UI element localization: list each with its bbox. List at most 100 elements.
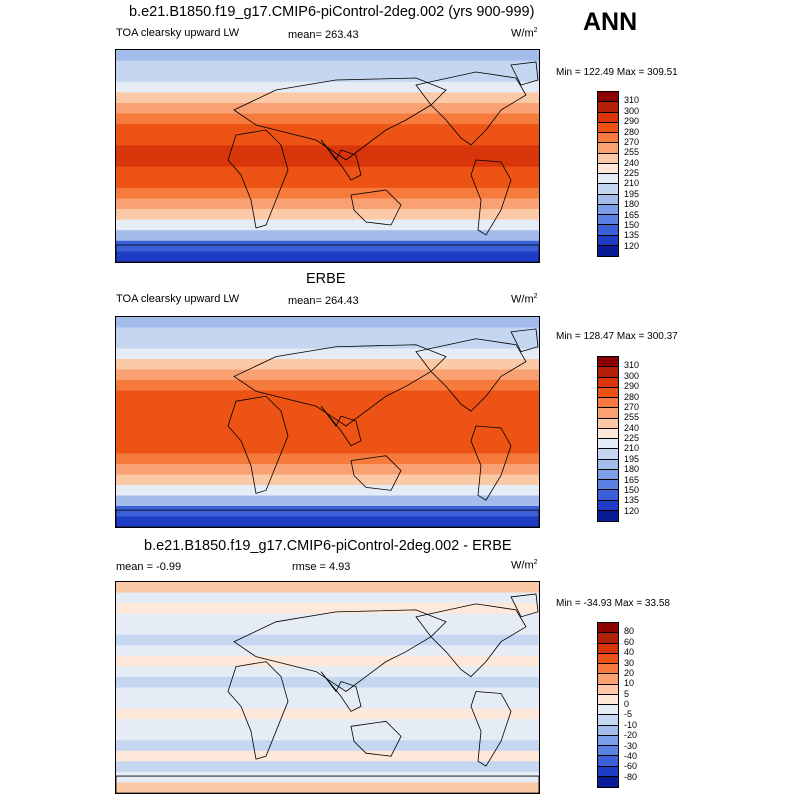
latitude-band [116,103,539,115]
latitude-band [116,495,539,507]
latitude-band [116,251,539,262]
colorbar-tick-label: 20 [624,667,635,678]
colorbar-tick-label: 120 [624,505,640,516]
colorbar-swatch [598,449,618,460]
colorbar-swatch [598,664,618,675]
coastline [415,603,527,678]
coastline [510,61,539,86]
colorbar-swatch [598,510,618,521]
colorbar-swatch [598,500,618,511]
colorbar-tick-label: 135 [624,230,640,241]
latitude-band [116,209,539,221]
colorbar-swatch [598,174,618,185]
colorbar-swatch [598,653,618,664]
colorbar-swatch [598,377,618,388]
coastline [227,661,289,760]
colorbar-tick-label: 80 [624,626,635,637]
latitude-band [116,464,539,476]
colorbar-tick-label: 240 [624,422,640,433]
panel-model-mean: mean= 263.43 [288,29,359,41]
latitude-band [116,240,539,252]
latitude-band [116,317,539,329]
latitude-band [116,177,539,189]
latitude-band [116,750,539,762]
colorbar-swatch [598,122,618,133]
colorbar-tick-label: 195 [624,453,640,464]
latitude-band [116,198,539,210]
coastline [470,159,512,236]
colorbar-tick-label: 290 [624,381,640,392]
colorbar-tick-label: 290 [624,116,640,127]
coastline [116,775,539,793]
coastline [470,425,512,501]
colorbar-swatch [598,643,618,654]
latitude-band [116,613,539,625]
coastline [320,671,362,712]
colorbar-swatch [598,367,618,378]
latitude-band [116,219,539,231]
latitude-band [116,592,539,604]
latitude-band [116,603,539,615]
coastline [350,189,402,226]
colorbar-swatch [598,746,618,757]
coastline [415,71,527,146]
colorbar-tick-label: 60 [624,636,635,647]
coastline [415,338,527,412]
latitude-band [116,485,539,497]
colorbar-tick-label: -10 [624,719,638,730]
colorbar-tick-label: 40 [624,647,635,658]
panel-diff-rmse: rmse = 4.93 [292,561,351,573]
panel-obs-variable: TOA clearsky upward LW [116,293,240,305]
colorbar-tick-label: 150 [624,484,640,495]
colorbar-tick-label: 120 [624,240,640,251]
latitude-band [116,390,539,402]
colorbar-swatch [598,439,618,450]
latitude-band [116,761,539,773]
colorbar-swatch [598,235,618,246]
colorbar-swatch [598,215,618,226]
panel-diff-map [115,581,540,794]
panel-model-map-svg [116,50,539,262]
colorbar-swatch [598,694,618,705]
colorbar-swatch [598,715,618,726]
latitude-band [116,156,539,168]
latitude-band [116,380,539,392]
colorbar-tick-label: 180 [624,464,640,475]
colorbar-swatch [598,459,618,470]
latitude-band [116,230,539,242]
latitude-band [116,708,539,720]
latitude-band [116,729,539,741]
latitude-band [116,432,539,444]
colorbar-swatch [598,245,618,256]
panel-obs-minmax: Min = 128.47 Max = 300.37 [556,331,678,342]
colorbar-diff [597,622,619,788]
latitude-band [116,771,539,784]
colorbar-swatch [598,725,618,736]
panel-model-map [115,49,540,263]
panel-model-units: W/m2 [511,27,538,40]
coastline [227,395,289,494]
latitude-band [116,624,539,636]
colorbar-tick-label: 210 [624,178,640,189]
colorbar-swatch [598,776,618,787]
colorbar-tick-label: -40 [624,750,638,761]
colorbar-swatch [598,674,618,685]
latitude-band [116,676,539,689]
colorbar-tick-label: 280 [624,126,640,137]
coastline [227,129,289,229]
colorbar-swatch [598,684,618,695]
colorbar-tick-label: -20 [624,730,638,741]
colorbar-swatch [598,756,618,767]
panel-obs-map-svg [116,317,539,527]
coastline [510,328,539,353]
colorbar-tick-label: -60 [624,761,638,772]
colorbar-tick-label: 310 [624,360,640,371]
panel-model-variable: TOA clearsky upward LW [116,27,240,39]
coastline [350,455,402,491]
colorbar-tick-label: 270 [624,401,640,412]
colorbar-swatch [598,387,618,398]
colorbar-model [597,91,619,257]
coastline [320,139,362,181]
colorbar-swatch [598,92,618,103]
colorbar-tick-label: 165 [624,474,640,485]
